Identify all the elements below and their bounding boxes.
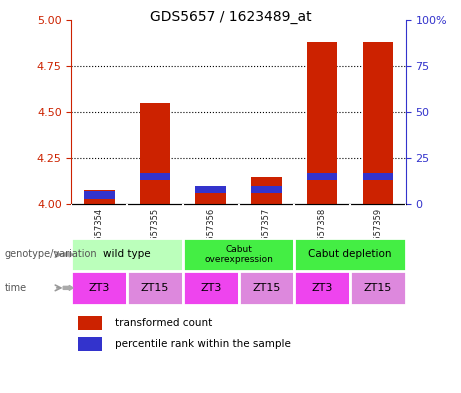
Text: GSM1657355: GSM1657355 — [150, 208, 160, 264]
Bar — [362, 173, 393, 180]
Text: GSM1657359: GSM1657359 — [373, 208, 382, 264]
Bar — [238, 271, 294, 305]
Bar — [294, 271, 350, 305]
Text: Cabut
overexpression: Cabut overexpression — [204, 245, 273, 264]
Bar — [251, 176, 282, 204]
Bar — [183, 271, 238, 305]
Bar — [307, 173, 337, 180]
Text: GDS5657 / 1623489_at: GDS5657 / 1623489_at — [150, 10, 311, 24]
Bar — [71, 271, 127, 305]
Bar — [71, 238, 183, 271]
Text: ZT15: ZT15 — [252, 283, 281, 293]
Bar — [84, 191, 115, 199]
Bar — [140, 103, 170, 204]
Text: GSM1657356: GSM1657356 — [206, 208, 215, 264]
Bar — [251, 186, 282, 193]
Text: ZT3: ZT3 — [200, 283, 221, 293]
Text: Cabut depletion: Cabut depletion — [308, 250, 392, 259]
Bar — [307, 42, 337, 204]
Text: GSM1657354: GSM1657354 — [95, 208, 104, 264]
Text: percentile rank within the sample: percentile rank within the sample — [115, 339, 291, 349]
Text: ZT3: ZT3 — [89, 283, 110, 293]
Bar — [78, 316, 101, 330]
Text: wild type: wild type — [103, 250, 151, 259]
Bar — [183, 238, 294, 271]
Text: ZT15: ZT15 — [141, 283, 169, 293]
Text: genotype/variation: genotype/variation — [5, 250, 97, 259]
Bar — [127, 271, 183, 305]
Bar — [195, 186, 226, 193]
Bar — [78, 337, 101, 351]
Bar — [140, 173, 170, 180]
Bar — [362, 42, 393, 204]
Text: time: time — [5, 283, 27, 293]
Text: ZT3: ZT3 — [312, 283, 333, 293]
Text: ZT15: ZT15 — [364, 283, 392, 293]
Bar — [294, 238, 406, 271]
Text: transformed count: transformed count — [115, 318, 212, 328]
Text: GSM1657357: GSM1657357 — [262, 208, 271, 264]
Bar — [350, 271, 406, 305]
Text: GSM1657358: GSM1657358 — [318, 208, 327, 264]
Bar — [84, 189, 115, 204]
Bar — [195, 189, 226, 204]
